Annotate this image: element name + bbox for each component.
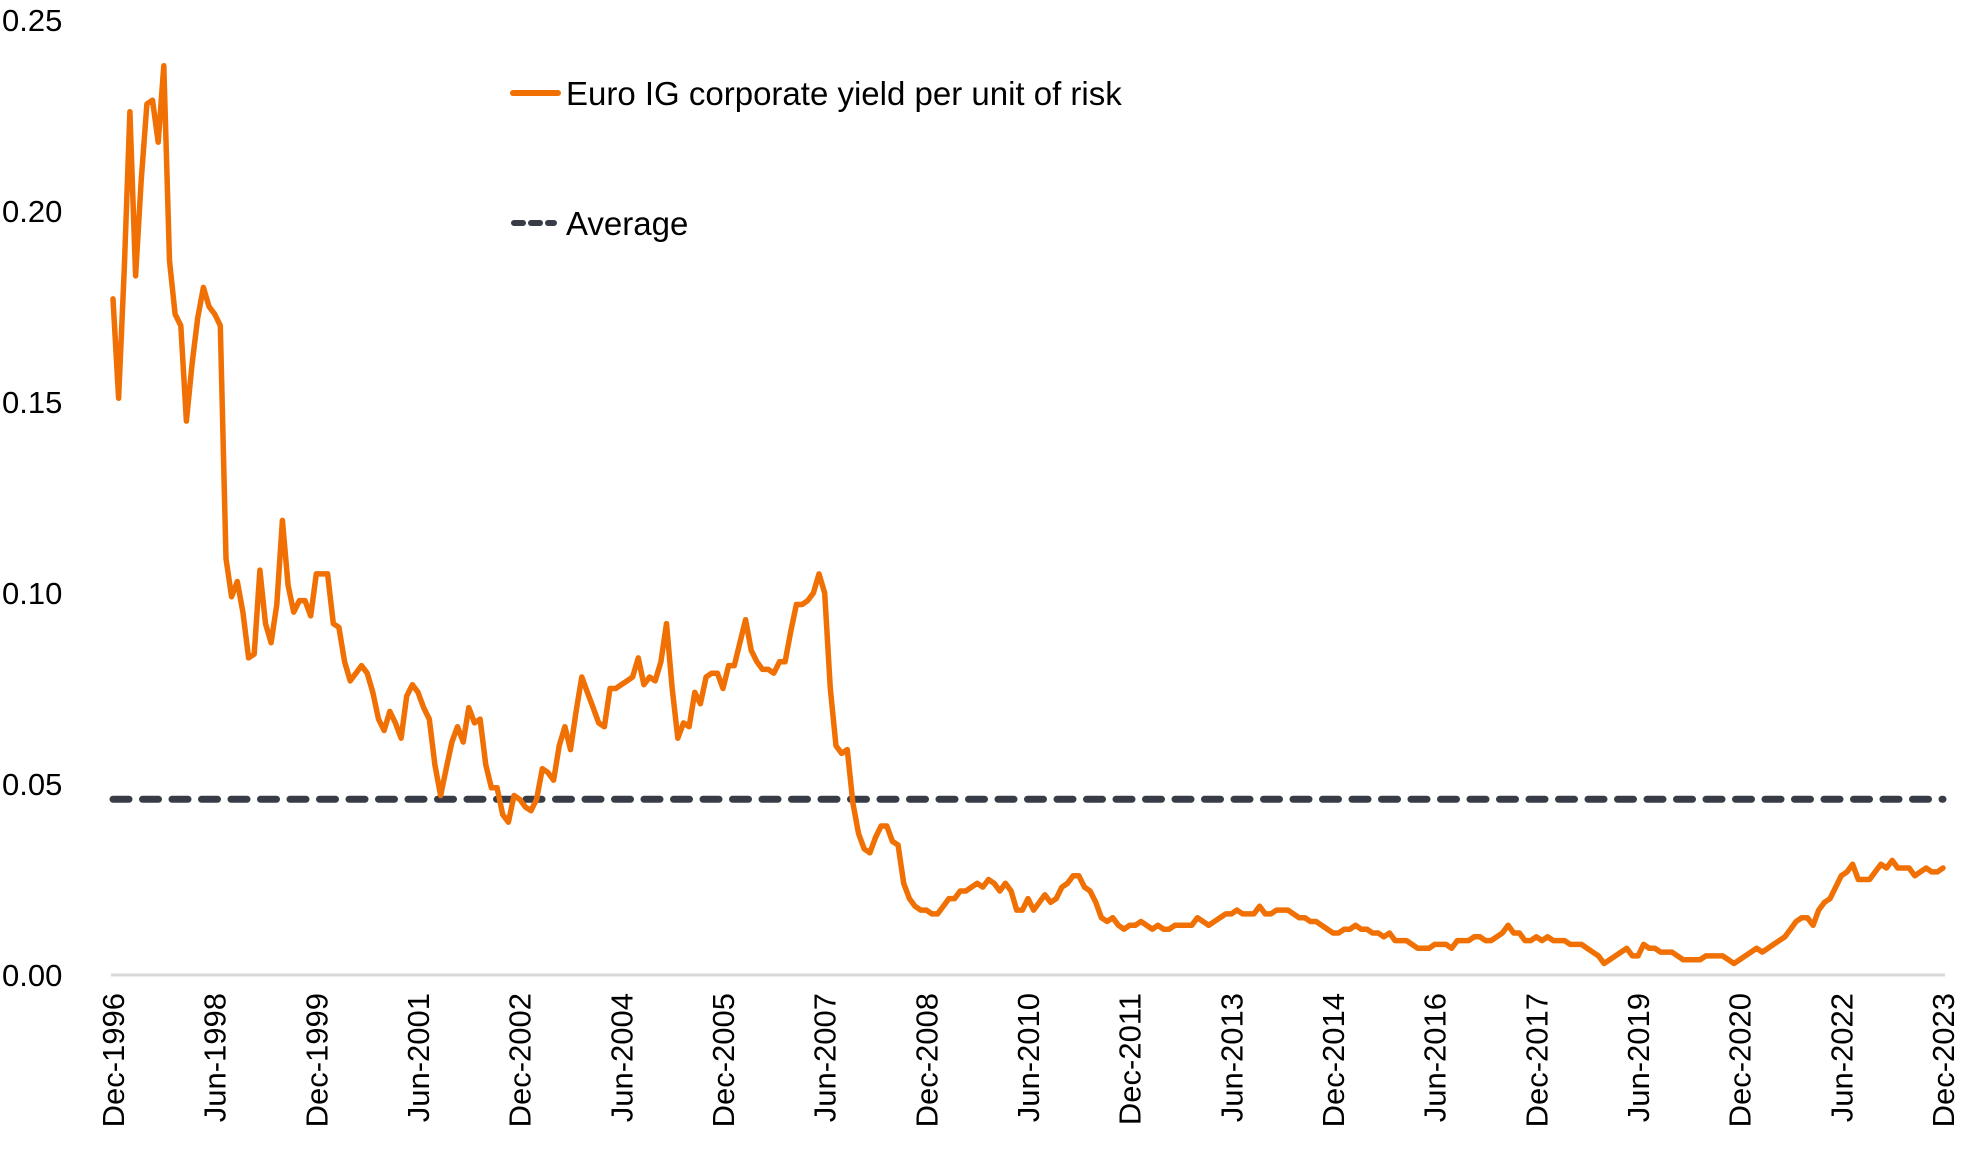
y-tick-label: 0.25 (2, 3, 62, 38)
x-tick-label: Dec-2023 (1926, 993, 1961, 1127)
y-tick-label: 0.10 (2, 576, 62, 611)
x-tick-label: Jun-1998 (198, 993, 233, 1122)
x-tick-label: Jun-2022 (1824, 993, 1859, 1122)
x-tick-label: Dec-1999 (299, 993, 334, 1127)
y-tick-label: 0.00 (2, 958, 62, 993)
legend-label-series: Euro IG corporate yield per unit of risk (566, 75, 1122, 112)
x-tick-label: Dec-2008 (909, 993, 944, 1127)
x-tick-label: Jun-2013 (1214, 993, 1249, 1122)
x-tick-label: Jun-2010 (1011, 993, 1046, 1122)
x-axis: Dec-1996 Jun-1998 Dec-1999 Jun-2001 Dec-2002… (96, 993, 1961, 1127)
x-tick-label: Dec-2020 (1723, 993, 1758, 1127)
x-tick-label: Jun-2019 (1621, 993, 1656, 1122)
x-tick-label: Dec-2017 (1519, 993, 1554, 1127)
x-tick-label: Jun-2016 (1418, 993, 1453, 1122)
x-tick-label: Dec-1996 (96, 993, 131, 1127)
x-tick-label: Jun-2001 (401, 993, 436, 1122)
x-tick-label: Dec-2002 (503, 993, 538, 1127)
y-tick-label: 0.15 (2, 385, 62, 420)
legend: Euro IG corporate yield per unit of risk… (510, 75, 1122, 242)
y-tick-label: 0.20 (2, 194, 62, 229)
x-tick-label: Dec-2011 (1113, 993, 1148, 1125)
y-tick-label: 0.05 (2, 767, 62, 802)
legend-label-average: Average (566, 205, 688, 242)
x-tick-label: Dec-2005 (706, 993, 741, 1127)
x-tick-label: Jun-2007 (808, 993, 843, 1122)
x-tick-label: Dec-2014 (1316, 993, 1351, 1127)
x-tick-label: Jun-2004 (604, 993, 639, 1122)
y-axis: 0.00 0.05 0.10 0.15 0.20 0.25 (2, 3, 62, 993)
series-line-euro-ig (110, 63, 1946, 967)
